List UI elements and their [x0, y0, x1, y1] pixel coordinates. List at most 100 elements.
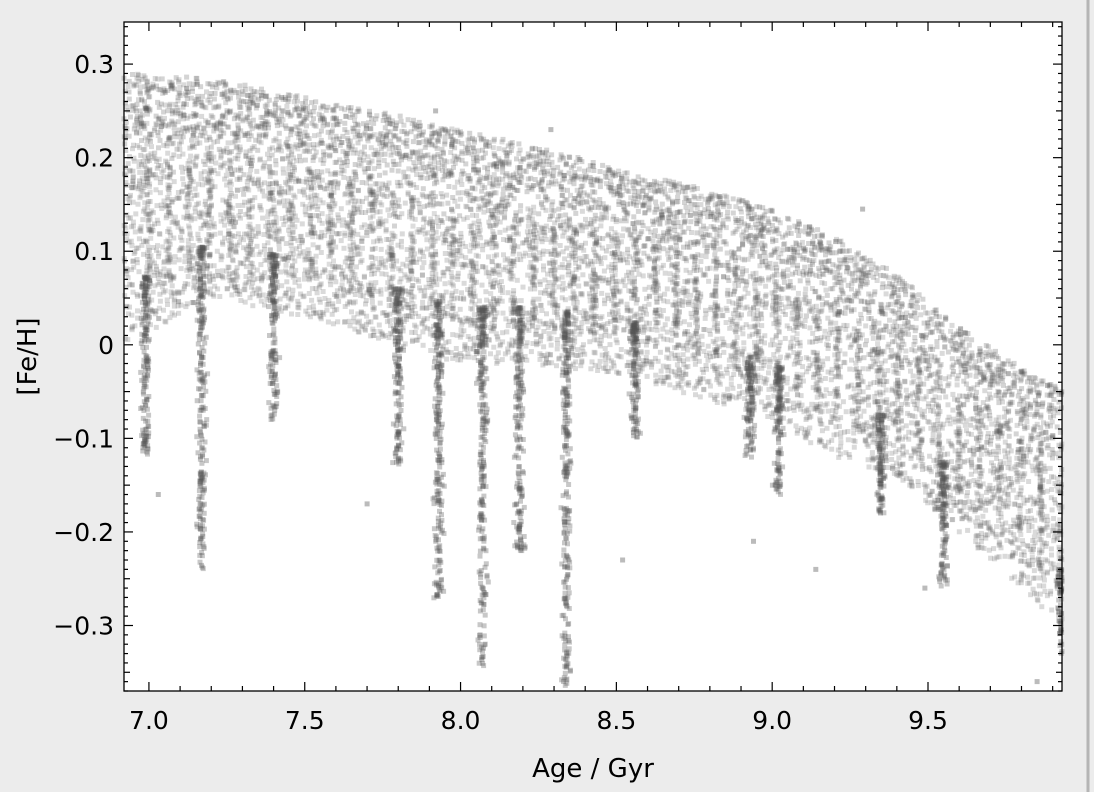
data-point	[202, 218, 208, 224]
data-point	[680, 289, 686, 295]
data-point	[317, 282, 323, 288]
data-point	[602, 346, 608, 351]
data-point	[482, 354, 488, 360]
data-point	[378, 238, 384, 244]
data-point	[224, 182, 230, 188]
data-point	[701, 387, 707, 393]
data-point	[517, 320, 523, 326]
data-point	[654, 327, 660, 333]
data-point	[911, 464, 917, 470]
data-point	[598, 324, 604, 330]
data-point	[808, 250, 814, 256]
data-point	[758, 359, 764, 365]
data-point	[440, 270, 446, 276]
data-point	[370, 228, 376, 234]
data-point	[797, 383, 803, 389]
data-point	[1024, 414, 1029, 420]
data-point	[611, 186, 617, 191]
data-point	[992, 556, 998, 562]
data-point	[359, 257, 365, 263]
data-point	[603, 326, 608, 332]
data-point	[894, 300, 900, 305]
data-point	[130, 223, 136, 229]
data-point	[1048, 546, 1054, 552]
data-point	[195, 231, 201, 237]
data-point	[1018, 558, 1024, 564]
data-point	[752, 286, 758, 292]
data-point	[749, 394, 755, 400]
data-point	[778, 415, 784, 421]
data-point	[542, 277, 548, 283]
data-point	[381, 158, 387, 163]
data-point	[145, 298, 151, 304]
data-point	[968, 506, 974, 512]
data-point	[714, 392, 720, 398]
data-point	[1030, 468, 1036, 474]
data-point	[728, 381, 734, 387]
data-point	[851, 422, 857, 428]
data-point	[219, 274, 225, 279]
data-point	[280, 236, 286, 241]
data-point	[591, 247, 596, 253]
data-point	[962, 422, 968, 428]
data-point	[773, 309, 778, 315]
data-point	[665, 299, 671, 305]
data-point	[714, 370, 720, 376]
data-point	[145, 253, 150, 259]
data-point	[852, 438, 858, 444]
data-point	[376, 160, 382, 166]
data-point	[998, 514, 1004, 520]
data-point	[380, 333, 386, 339]
data-point	[470, 346, 476, 352]
data-point	[284, 270, 290, 276]
data-point	[923, 489, 929, 495]
data-point	[819, 393, 825, 399]
data-point	[500, 285, 505, 290]
data-point	[561, 229, 567, 235]
data-point	[551, 236, 557, 242]
data-point	[701, 327, 707, 332]
data-point	[819, 408, 825, 414]
data-point	[642, 303, 648, 309]
data-point	[906, 436, 912, 442]
data-point	[372, 181, 378, 187]
data-point	[1030, 586, 1036, 592]
data-point	[196, 210, 202, 216]
data-point	[688, 292, 694, 298]
data-point	[138, 114, 144, 120]
data-point	[1006, 408, 1012, 414]
data-point	[488, 192, 494, 198]
data-point	[918, 312, 924, 318]
data-point	[614, 340, 620, 346]
data-point	[181, 82, 187, 88]
data-point	[1008, 417, 1013, 423]
data-point	[820, 358, 825, 364]
data-point	[290, 172, 296, 178]
data-point	[223, 81, 228, 87]
data-point	[587, 233, 593, 239]
data-point	[499, 357, 505, 363]
data-point	[421, 165, 426, 171]
data-point	[237, 292, 243, 297]
data-point	[649, 364, 654, 370]
data-point	[207, 274, 213, 280]
data-point	[739, 351, 745, 357]
data-point	[235, 231, 241, 237]
data-point	[950, 391, 956, 397]
data-point	[162, 288, 168, 294]
data-point	[368, 145, 374, 151]
data-point	[742, 396, 748, 401]
data-point	[432, 330, 438, 336]
data-point	[123, 225, 129, 231]
data-point	[379, 202, 385, 208]
data-point	[137, 226, 143, 232]
data-point	[621, 327, 627, 333]
data-point	[570, 344, 576, 350]
data-point	[655, 240, 661, 246]
data-point	[851, 418, 857, 424]
data-point	[262, 180, 267, 186]
data-point	[787, 283, 793, 288]
data-point	[201, 104, 207, 110]
data-point	[660, 308, 666, 313]
data-point	[725, 292, 731, 298]
